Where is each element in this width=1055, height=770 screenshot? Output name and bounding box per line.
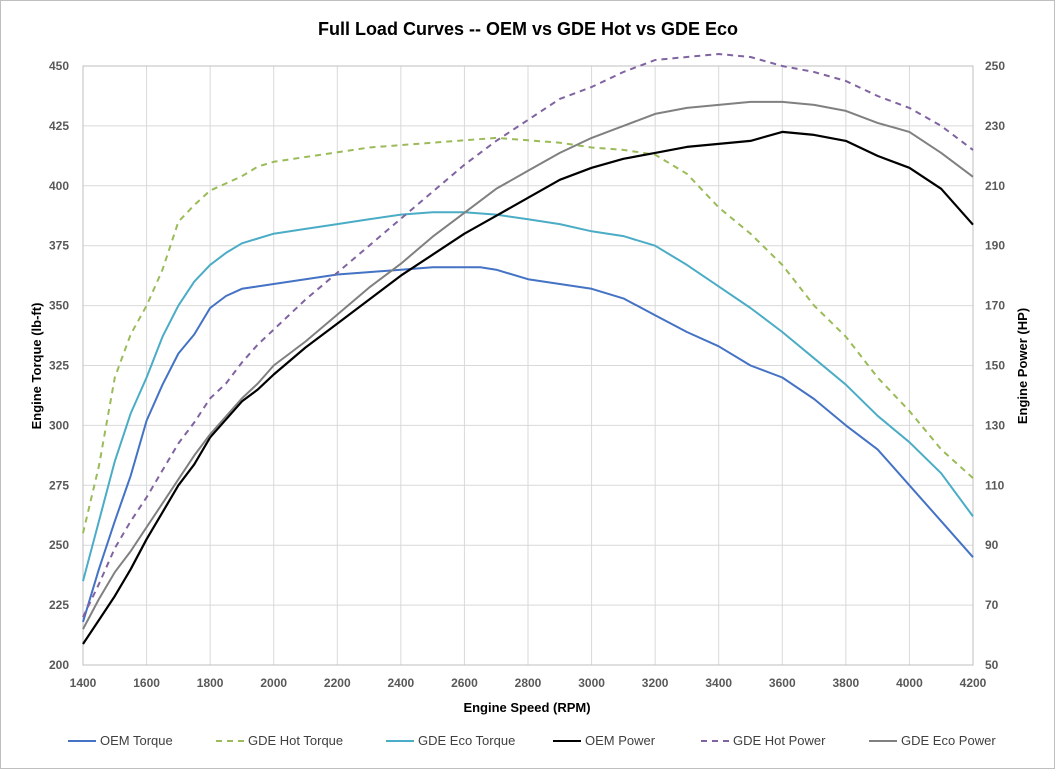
y2-tick-label: 50 (985, 658, 999, 672)
x-tick-label: 2000 (260, 676, 287, 690)
x-axis-title: Engine Speed (RPM) (463, 700, 590, 715)
y-tick-label: 325 (49, 359, 69, 373)
grid-lines (82, 65, 974, 666)
x-tick-label: 2200 (324, 676, 351, 690)
y-tick-label: 200 (49, 658, 69, 672)
x-tick-label: 2400 (388, 676, 415, 690)
x-tick-label: 1800 (197, 676, 224, 690)
y2-tick-label: 230 (985, 119, 1005, 133)
y-tick-label: 425 (49, 119, 69, 133)
y-axis-ticks: 200 225 250 275 300 325 350 375 400 425 450 (49, 59, 69, 672)
x-tick-label: 3000 (578, 676, 605, 690)
y-tick-label: 300 (49, 418, 69, 432)
y-tick-label: 275 (49, 478, 69, 492)
y2-tick-label: 110 (985, 478, 1005, 492)
legend-label-gde-eco-power: GDE Eco Power (901, 733, 996, 748)
y2-tick-label: 190 (985, 239, 1005, 253)
y2-tick-label: 170 (985, 299, 1005, 313)
x-tick-label: 3600 (769, 676, 796, 690)
y2-tick-label: 150 (985, 359, 1005, 373)
x-tick-label: 3400 (705, 676, 732, 690)
x-tick-label: 4200 (960, 676, 987, 690)
x-tick-label: 3800 (833, 676, 860, 690)
y2-tick-label: 90 (985, 538, 999, 552)
x-tick-label: 1400 (70, 676, 97, 690)
legend-label-gde-hot-power: GDE Hot Power (733, 733, 826, 748)
y-tick-label: 250 (49, 538, 69, 552)
series-line-gde-eco-torque (82, 211, 974, 582)
y2-axis-ticks: 50 70 90 110 130 150 170 190 210 230 250 (985, 59, 1005, 672)
legend-label-gde-eco-torque: GDE Eco Torque (418, 733, 515, 748)
y-tick-label: 350 (49, 299, 69, 313)
legend-label-gde-hot-torque: GDE Hot Torque (248, 733, 343, 748)
y-tick-label: 400 (49, 179, 69, 193)
plot-area (82, 65, 974, 666)
y-axis-title: Engine Torque (lb-ft) (29, 303, 44, 430)
y2-axis-title: Engine Power (HP) (1015, 308, 1030, 424)
x-tick-label: 4000 (896, 676, 923, 690)
y-tick-label: 450 (49, 59, 69, 73)
series-line-gde-hot-power (82, 53, 974, 618)
y-tick-label: 225 (49, 598, 69, 612)
series-line-gde-hot-torque (82, 136, 974, 534)
x-axis-ticks: 1400 1600 1800 2000 2200 2400 2600 2800 3000 3200… (70, 676, 987, 690)
chart-title: Full Load Curves -- OEM vs GDE Hot vs GD… (318, 19, 738, 39)
series-layer (82, 53, 974, 645)
legend-label-oem-torque: OEM Torque (100, 733, 173, 748)
x-tick-label: 3200 (642, 676, 669, 690)
x-tick-label: 2600 (451, 676, 478, 690)
y2-tick-label: 130 (985, 418, 1005, 432)
legend-label-oem-power: OEM Power (585, 733, 656, 748)
series-line-oem-power (82, 130, 974, 645)
y2-tick-label: 250 (985, 59, 1005, 73)
series-line-gde-eco-power (82, 100, 974, 630)
y-tick-label: 375 (49, 239, 69, 253)
x-tick-label: 2800 (515, 676, 542, 690)
y2-tick-label: 70 (985, 598, 999, 612)
y2-tick-label: 210 (985, 179, 1005, 193)
x-tick-label: 1600 (133, 676, 160, 690)
legend: OEM Torque GDE Hot Torque GDE Eco Torque OE… (68, 733, 996, 748)
series-line-oem-torque (82, 266, 974, 623)
